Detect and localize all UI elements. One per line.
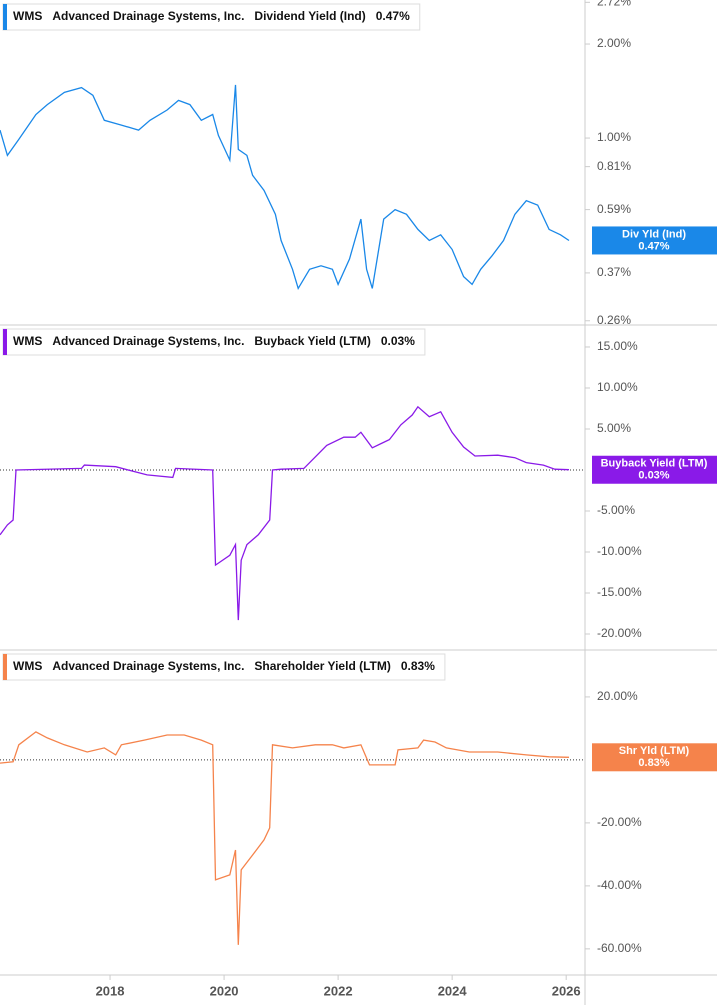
y-tick-label: 2.72% xyxy=(597,0,631,8)
y-tick-label: -10.00% xyxy=(597,544,642,558)
legend-swatch xyxy=(3,4,7,30)
legend-swatch xyxy=(3,654,7,680)
y-tick-label: 2.00% xyxy=(597,36,631,50)
legend-box xyxy=(2,3,421,31)
x-tick-label: 2022 xyxy=(324,983,353,998)
series-line xyxy=(0,405,570,621)
x-tick-label: 2026 xyxy=(552,983,581,998)
x-tick-label: 2018 xyxy=(96,983,125,998)
x-tick-label: 2020 xyxy=(210,983,239,998)
legend-metric: Dividend Yield (Ind) xyxy=(254,9,365,23)
legend-company: Advanced Drainage Systems, Inc. xyxy=(52,659,244,673)
y-tick-label: -40.00% xyxy=(597,878,642,892)
x-tick-label: 2024 xyxy=(438,983,468,998)
y-tick-label: 0.81% xyxy=(597,159,631,173)
y-tick-label: 20.00% xyxy=(597,689,638,703)
value-tag xyxy=(592,226,717,255)
y-tick-label: 15.00% xyxy=(597,339,638,353)
legend-company: Advanced Drainage Systems, Inc. xyxy=(52,334,244,348)
y-tick-label: -5.00% xyxy=(597,503,635,517)
y-tick-label: 0.26% xyxy=(597,313,631,327)
legend-current-value: 0.83% xyxy=(401,659,435,673)
value-tag xyxy=(592,455,717,484)
legend-current-value: 0.03% xyxy=(381,334,415,348)
value-tag xyxy=(592,743,717,772)
legend-ticker: WMS xyxy=(13,9,42,23)
y-tick-label: -60.00% xyxy=(597,941,642,955)
tag-value: 0.47% xyxy=(638,240,669,252)
legend-ticker: WMS xyxy=(13,659,42,673)
series-line xyxy=(0,84,570,291)
legend-box xyxy=(2,653,446,681)
y-tick-label: 5.00% xyxy=(597,421,631,435)
tag-name: Shr Yld (LTM) xyxy=(619,745,690,757)
y-tick-label: -20.00% xyxy=(597,815,642,829)
legend-metric: Buyback Yield (LTM) xyxy=(254,334,370,348)
y-tick-label: 10.00% xyxy=(597,380,638,394)
y-tick-label: 1.00% xyxy=(597,130,631,144)
tag-name: Div Yld (Ind) xyxy=(622,228,686,240)
legend-current-value: 0.47% xyxy=(376,9,410,23)
tag-name: Buyback Yield (LTM) xyxy=(601,458,708,470)
tag-value: 0.83% xyxy=(638,757,669,769)
y-tick-label: -20.00% xyxy=(597,626,642,640)
legend-metric: Shareholder Yield (LTM) xyxy=(254,659,390,673)
legend-company: Advanced Drainage Systems, Inc. xyxy=(52,9,244,23)
legend-swatch xyxy=(3,329,7,355)
legend-box xyxy=(2,328,426,356)
tag-value: 0.03% xyxy=(638,470,669,482)
y-tick-label: -15.00% xyxy=(597,585,642,599)
legend-ticker: WMS xyxy=(13,334,42,348)
y-tick-label: 0.37% xyxy=(597,265,631,279)
y-tick-label: 0.59% xyxy=(597,202,631,216)
series-line xyxy=(0,731,570,945)
